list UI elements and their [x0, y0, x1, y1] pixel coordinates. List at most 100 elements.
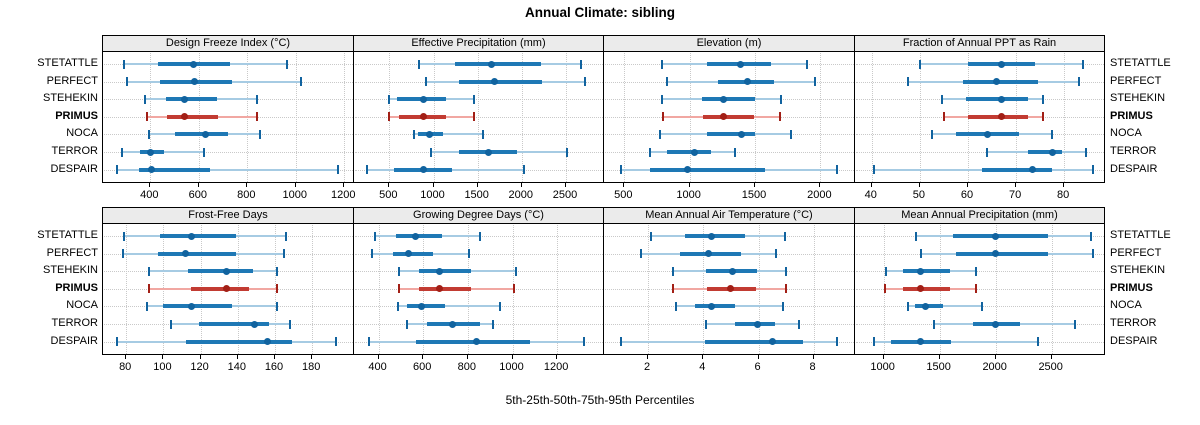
median-dot-perfect: [743, 78, 751, 86]
range-25-75-noca: [163, 304, 233, 309]
cap-5th-terror: [649, 147, 652, 157]
x-tick-label: 4: [699, 361, 706, 373]
range-25-75-stehekin: [702, 97, 755, 102]
x-tick-label: 1000: [676, 189, 701, 201]
cap-5th-primus: [388, 112, 391, 122]
cap-5th-stehekin: [397, 266, 400, 276]
x-tick-label: 2000: [807, 189, 832, 201]
cap-5th-stetattle: [649, 231, 652, 241]
cap-95th-terror: [288, 319, 291, 329]
cap-95th-perfect: [283, 249, 286, 259]
median-dot-despair: [420, 166, 428, 174]
site-label-right-perfect: PERFECT: [1110, 74, 1162, 87]
x-tick-label: 180: [302, 361, 321, 373]
x-tick: [1050, 354, 1052, 359]
site-label-right-stetattle: STETATTLE: [1110, 57, 1171, 69]
cap-95th-stehekin: [514, 266, 517, 276]
x-tick: [870, 182, 872, 187]
median-dot-despair: [917, 338, 925, 346]
cap-95th-terror: [565, 147, 568, 157]
cap-95th-stetattle: [1082, 59, 1085, 69]
cap-95th-terror: [1084, 147, 1087, 157]
cap-5th-terror: [169, 319, 172, 329]
site-label-right-terror: TERROR: [1110, 317, 1157, 329]
median-dot-stetattle: [708, 232, 716, 240]
cap-5th-perfect: [370, 249, 373, 259]
cap-95th-despair: [337, 165, 339, 175]
cap-5th-primus: [942, 112, 945, 122]
cap-95th-terror: [797, 319, 800, 329]
x-tick-label: 100: [153, 361, 172, 373]
median-dot-stehekin: [420, 95, 428, 103]
cap-5th-terror: [986, 147, 989, 157]
cap-5th-primus: [672, 284, 674, 294]
range-25-75-despair: [138, 167, 210, 172]
cap-5th-noca: [659, 129, 662, 139]
x-tick-label: 70: [1008, 189, 1022, 201]
x-tick: [422, 354, 424, 359]
x-tick: [246, 182, 248, 187]
cap-95th-despair: [335, 337, 338, 347]
cap-95th-despair: [1092, 165, 1094, 175]
range-25-75-stetattle: [953, 234, 1049, 238]
x-tick-label: 8: [809, 361, 816, 373]
cap-95th-primus: [513, 284, 515, 294]
cap-95th-perfect: [1077, 77, 1080, 87]
x-tick-label: 60: [960, 189, 974, 201]
range-25-75-noca: [406, 304, 445, 309]
x-tick-label: 1000: [420, 189, 445, 201]
cap-5th-primus: [883, 284, 886, 294]
cap-5th-stehekin: [660, 94, 663, 104]
cap-95th-perfect: [814, 77, 817, 87]
range-25-75-noca: [706, 132, 755, 137]
x-tick: [918, 182, 920, 187]
cap-95th-despair: [583, 337, 586, 347]
median-dot-stetattle: [411, 232, 419, 240]
range-25-75-stetattle: [454, 62, 542, 66]
cap-95th-stetattle: [783, 231, 786, 241]
x-tick-label: 1000: [870, 361, 895, 373]
site-label-left-primus: PRIMUS: [55, 281, 98, 294]
x-tick: [812, 354, 814, 359]
median-dot-noca: [426, 130, 433, 138]
median-dot-stehekin: [720, 95, 728, 103]
cap-5th-despair: [367, 337, 370, 347]
x-tick-label: 800: [457, 361, 476, 373]
cap-95th-despair: [836, 337, 839, 347]
x-tick-label: 2500: [1038, 361, 1063, 373]
median-dot-primus: [420, 113, 428, 121]
median-dot-perfect: [191, 78, 199, 86]
site-label-left-stetattle: STETATTLE: [37, 229, 98, 241]
cap-5th-perfect: [126, 77, 129, 87]
median-dot-noca: [922, 302, 930, 310]
x-tick-label: 400: [140, 189, 159, 201]
cap-5th-despair: [115, 337, 118, 347]
median-dot-despair: [264, 338, 271, 346]
site-label-right-despair: DESPAIR: [1110, 334, 1158, 347]
strip-title: Mean Annual Air Temperature (°C): [645, 209, 813, 221]
cap-95th-perfect: [583, 77, 586, 87]
gridline-h: [355, 116, 603, 118]
median-dot-perfect: [182, 250, 190, 258]
median-dot-terror: [753, 320, 761, 328]
gridline-h: [856, 152, 1104, 153]
x-tick: [466, 354, 468, 359]
gridline-h: [856, 271, 1104, 273]
cap-5th-despair: [365, 165, 368, 175]
range-5-95-despair: [116, 168, 338, 171]
median-dot-terror: [690, 148, 698, 156]
cap-95th-stetattle: [1090, 231, 1092, 241]
cap-5th-noca: [148, 129, 151, 139]
panel-effective-precipitation-mm: [353, 51, 604, 183]
x-tick: [623, 182, 625, 187]
x-tick: [967, 182, 968, 187]
cap-95th-primus: [1041, 112, 1044, 122]
site-label-right-noca: NOCA: [1110, 127, 1142, 140]
median-dot-despair: [684, 166, 692, 174]
median-dot-despair: [768, 338, 776, 346]
cap-95th-noca: [789, 129, 792, 139]
cap-95th-primus: [255, 112, 258, 122]
site-label-right-stetattle: STETATTLE: [1110, 229, 1171, 241]
x-tick: [511, 354, 513, 359]
